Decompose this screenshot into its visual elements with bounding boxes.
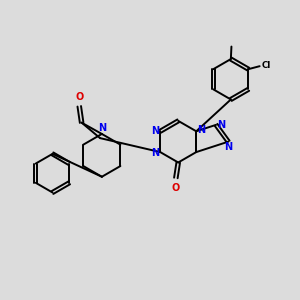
- Text: Cl: Cl: [262, 61, 271, 70]
- Text: N: N: [224, 142, 232, 152]
- Text: O: O: [75, 92, 83, 102]
- Text: N: N: [98, 123, 106, 134]
- Text: N: N: [151, 148, 159, 158]
- Text: N: N: [217, 120, 225, 130]
- Text: N: N: [197, 125, 206, 135]
- Text: O: O: [171, 183, 179, 193]
- Text: N: N: [151, 126, 159, 136]
